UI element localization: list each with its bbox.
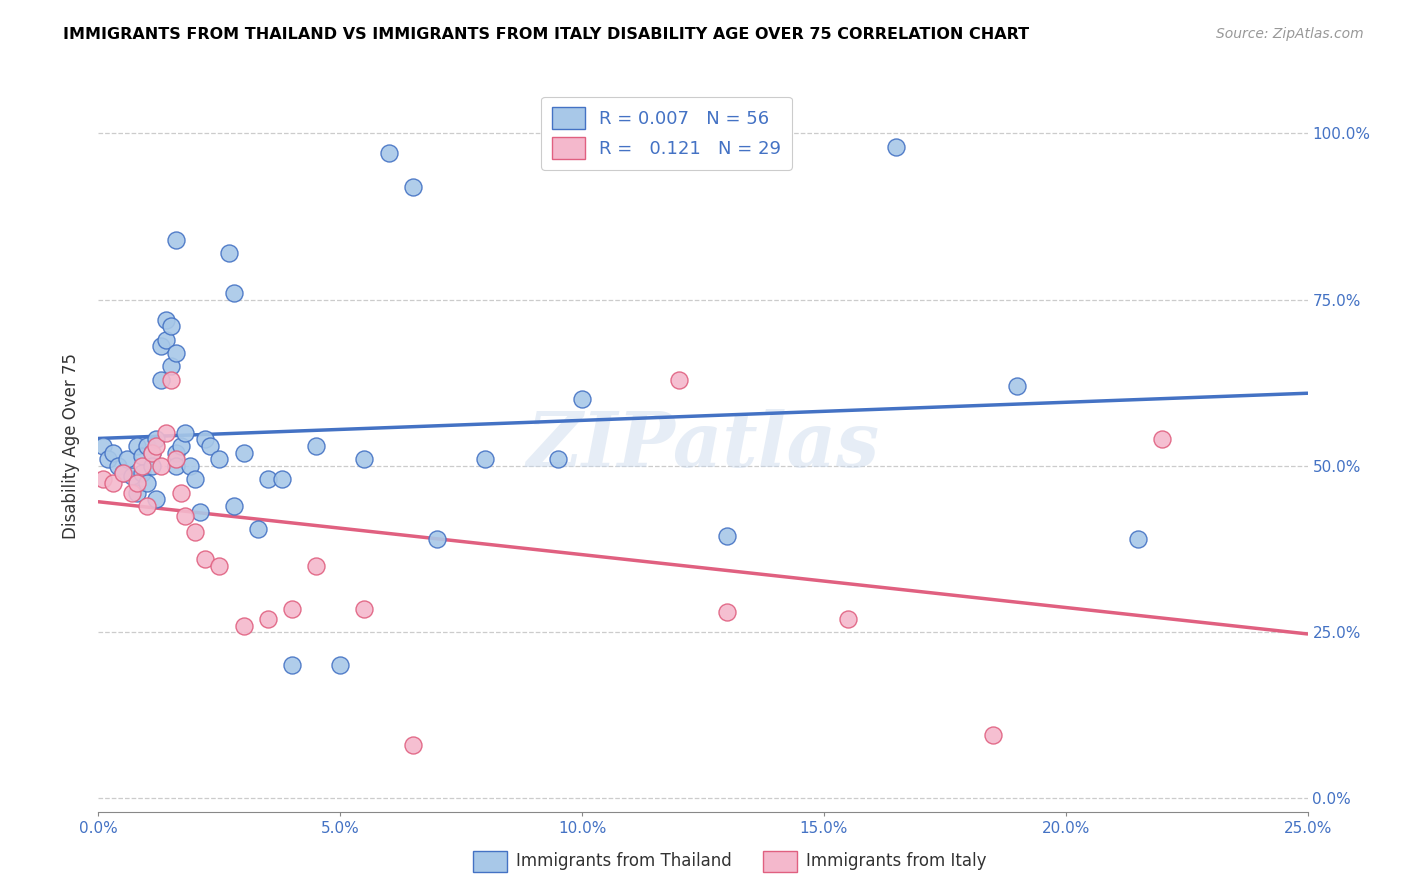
Point xyxy=(141,458,163,473)
Point xyxy=(165,346,187,360)
Point xyxy=(329,658,352,673)
Point xyxy=(208,452,231,467)
Point xyxy=(305,439,328,453)
Point xyxy=(91,439,114,453)
Point xyxy=(402,179,425,194)
FancyBboxPatch shape xyxy=(474,851,508,871)
Point xyxy=(160,372,183,386)
Point xyxy=(155,312,177,326)
Point xyxy=(111,466,134,480)
Point xyxy=(1152,433,1174,447)
Point xyxy=(184,472,207,486)
Point xyxy=(426,532,449,546)
Point xyxy=(256,612,278,626)
Point xyxy=(305,558,328,573)
Point xyxy=(353,602,375,616)
Text: IMMIGRANTS FROM THAILAND VS IMMIGRANTS FROM ITALY DISABILITY AGE OVER 75 CORRELA: IMMIGRANTS FROM THAILAND VS IMMIGRANTS F… xyxy=(63,27,1029,42)
Point xyxy=(256,472,278,486)
Point xyxy=(837,612,859,626)
Point xyxy=(668,372,690,386)
Y-axis label: Disability Age Over 75: Disability Age Over 75 xyxy=(62,353,80,539)
Point xyxy=(155,333,177,347)
Point xyxy=(179,458,201,473)
Point xyxy=(141,445,163,459)
Point xyxy=(145,433,167,447)
Point xyxy=(127,485,149,500)
Point xyxy=(281,602,304,616)
Point xyxy=(150,458,173,473)
FancyBboxPatch shape xyxy=(763,851,797,871)
Point xyxy=(571,392,593,407)
Point xyxy=(184,525,207,540)
Point xyxy=(353,452,375,467)
Text: ZIPatlas: ZIPatlas xyxy=(526,409,880,483)
Point xyxy=(155,425,177,440)
Point xyxy=(222,499,245,513)
Point xyxy=(127,475,149,490)
Point xyxy=(135,439,157,453)
Point xyxy=(218,246,240,260)
Point xyxy=(165,233,187,247)
Point xyxy=(160,359,183,374)
Point xyxy=(117,452,139,467)
Point xyxy=(194,552,217,566)
Point xyxy=(111,466,134,480)
Point xyxy=(716,529,738,543)
Point xyxy=(886,140,908,154)
Point xyxy=(101,475,124,490)
Point xyxy=(127,439,149,453)
Point xyxy=(135,475,157,490)
Point xyxy=(107,458,129,473)
Point xyxy=(145,439,167,453)
Point xyxy=(165,458,187,473)
Point xyxy=(135,499,157,513)
Point xyxy=(174,508,197,523)
Point xyxy=(188,506,211,520)
Point xyxy=(247,522,270,536)
Text: Source: ZipAtlas.com: Source: ZipAtlas.com xyxy=(1216,27,1364,41)
Text: Immigrants from Thailand: Immigrants from Thailand xyxy=(516,853,731,871)
Point xyxy=(222,286,245,301)
Point xyxy=(131,458,153,473)
Point xyxy=(169,439,191,453)
Point xyxy=(1128,532,1150,546)
Point xyxy=(474,452,496,467)
Point xyxy=(91,472,114,486)
Point xyxy=(194,433,217,447)
Point xyxy=(165,445,187,459)
Point xyxy=(150,372,173,386)
Point xyxy=(281,658,304,673)
Point xyxy=(208,558,231,573)
Point xyxy=(402,738,425,752)
Point xyxy=(165,452,187,467)
Point xyxy=(981,728,1004,742)
Text: Immigrants from Italy: Immigrants from Italy xyxy=(806,853,986,871)
Legend: R = 0.007   N = 56, R =   0.121   N = 29: R = 0.007 N = 56, R = 0.121 N = 29 xyxy=(541,96,792,169)
Point xyxy=(232,618,254,632)
Point xyxy=(101,445,124,459)
Point xyxy=(160,319,183,334)
Point xyxy=(150,339,173,353)
Point xyxy=(271,472,294,486)
Point xyxy=(97,452,120,467)
Point xyxy=(131,466,153,480)
Point xyxy=(1007,379,1029,393)
Point xyxy=(169,485,191,500)
Point xyxy=(716,605,738,619)
Point xyxy=(377,146,399,161)
Point xyxy=(121,469,143,483)
Point xyxy=(121,485,143,500)
Point xyxy=(145,492,167,507)
Point xyxy=(232,445,254,459)
Point xyxy=(141,445,163,459)
Point xyxy=(547,452,569,467)
Point xyxy=(174,425,197,440)
Point xyxy=(131,449,153,463)
Point xyxy=(198,439,221,453)
